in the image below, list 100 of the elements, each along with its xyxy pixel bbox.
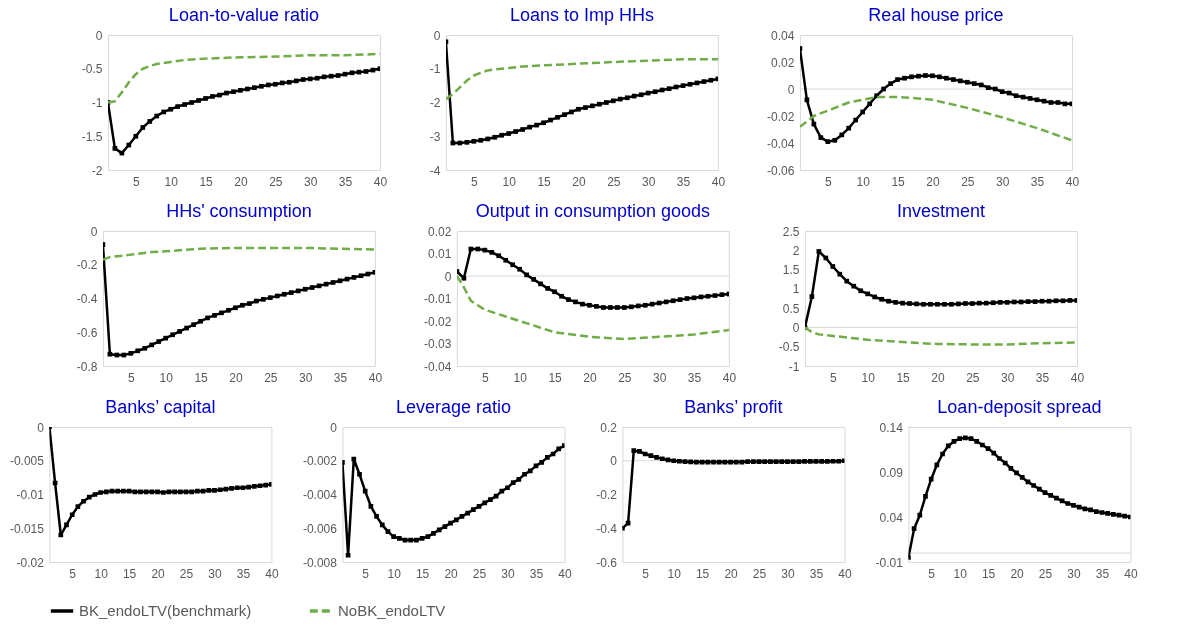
point — [155, 489, 160, 495]
point — [594, 304, 599, 309]
point — [580, 301, 585, 307]
point — [351, 456, 357, 462]
x-tick-label: 5 — [829, 370, 837, 385]
y-tick-label: 0 — [792, 320, 800, 335]
point — [750, 459, 756, 464]
point — [809, 294, 815, 299]
y-tick-label: -0.2 — [596, 488, 618, 502]
y-tick-label: 0 — [37, 420, 45, 435]
point — [482, 247, 488, 253]
point — [126, 142, 132, 148]
x-tick-label: 5 — [132, 174, 140, 189]
point — [238, 88, 243, 93]
point — [893, 300, 898, 305]
point — [335, 73, 341, 78]
x-tick-label: 25 — [269, 174, 283, 189]
point — [309, 285, 315, 290]
point — [556, 446, 562, 452]
point — [608, 305, 613, 310]
point — [909, 74, 914, 80]
point — [837, 271, 843, 277]
point — [1048, 493, 1054, 498]
point — [1039, 298, 1045, 304]
x-tick-label: 20 — [724, 566, 739, 581]
point — [337, 278, 343, 284]
point — [559, 293, 564, 299]
point — [824, 459, 830, 464]
point — [603, 100, 609, 105]
y-tick-label: 0 — [787, 82, 795, 97]
point — [1054, 495, 1059, 501]
point — [362, 488, 368, 494]
point — [396, 536, 402, 541]
point — [956, 301, 961, 307]
point — [149, 342, 155, 348]
x-tick-label: 20 — [229, 370, 243, 385]
point — [583, 105, 588, 110]
point — [684, 296, 690, 301]
point — [1116, 512, 1122, 518]
point — [92, 492, 98, 497]
x-tick-label: 40 — [265, 566, 279, 581]
point — [203, 96, 208, 101]
x-tick-label: 5 — [928, 566, 936, 581]
point — [886, 298, 891, 304]
point — [836, 458, 842, 464]
y-tick-label: 0.5 — [782, 301, 800, 316]
x-tick-label: 20 — [931, 370, 945, 385]
point — [492, 134, 498, 140]
point — [790, 459, 796, 464]
point — [175, 104, 180, 109]
point — [314, 75, 320, 81]
point — [121, 488, 126, 494]
point — [917, 512, 923, 518]
y-tick-label: -0.6 — [76, 325, 98, 340]
point — [928, 301, 933, 307]
point — [436, 527, 442, 533]
point — [844, 278, 850, 284]
line-series — [102, 246, 375, 261]
y-tick-label: -0.4 — [76, 292, 98, 306]
x-tick-label: 10 — [861, 370, 876, 385]
x-tick-label: 5 — [824, 174, 832, 189]
point — [879, 296, 884, 302]
point — [974, 439, 980, 444]
x-tick-label: 20 — [583, 370, 597, 385]
y-tick-label: -2 — [91, 163, 103, 178]
x-tick-label: 20 — [151, 566, 166, 581]
x-tick-label: 10 — [502, 174, 517, 189]
point — [610, 98, 616, 104]
point — [476, 503, 482, 509]
x-tick-label: 20 — [926, 174, 940, 189]
point — [345, 552, 351, 558]
point — [930, 73, 935, 79]
point — [962, 435, 968, 441]
point — [964, 79, 970, 85]
x-tick-label: 15 — [548, 370, 563, 385]
x-tick-label: 15 — [199, 174, 214, 189]
chart-title: Investment — [896, 201, 985, 221]
point — [231, 89, 236, 95]
x-tick-label: 25 — [966, 370, 980, 385]
point — [368, 503, 374, 509]
y-tick-label: -0.6 — [596, 555, 618, 570]
point — [688, 459, 694, 465]
point — [229, 486, 234, 491]
y-tick-label: -0.02 — [16, 555, 45, 570]
point — [170, 332, 175, 338]
chart-title: Banks’ capital — [105, 397, 216, 417]
point — [705, 293, 711, 299]
x-tick-label: 10 — [159, 370, 174, 385]
point — [985, 446, 991, 451]
point — [985, 85, 991, 90]
point — [538, 281, 543, 287]
point — [183, 489, 189, 495]
y-tick-label: 2.5 — [782, 224, 800, 239]
point — [1025, 299, 1031, 304]
y-tick-label: -1 — [788, 359, 800, 374]
point — [465, 510, 470, 516]
x-tick-label: 15 — [981, 566, 996, 581]
point — [478, 137, 484, 143]
point — [286, 79, 292, 85]
point — [1067, 298, 1073, 303]
